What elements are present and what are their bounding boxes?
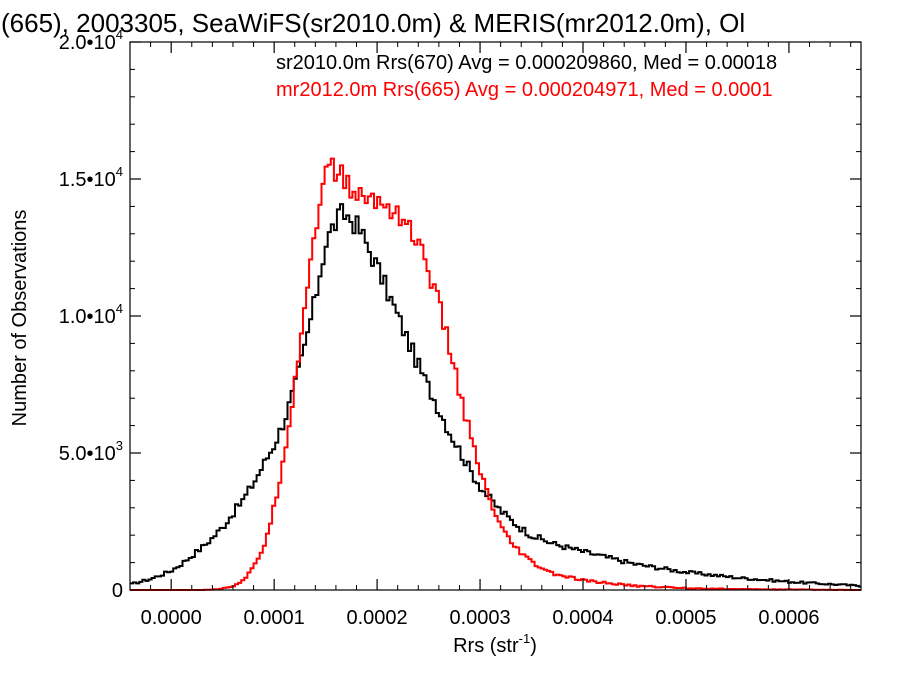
x-axis-label-close: ) — [530, 635, 537, 657]
chart-title: s(665), 2003305, SeaWiFS(sr2010.0m) & ME… — [0, 8, 745, 38]
legend-entry-mr2012: mr2012.0m Rrs(665) Avg = 0.000204971, Me… — [276, 79, 773, 101]
y-tick-label: 0 — [112, 580, 123, 602]
x-tick-label: 0.0003 — [449, 607, 510, 629]
x-tick-label: 0.0002 — [347, 607, 408, 629]
series-line-sr2010 — [130, 203, 861, 588]
x-tick-label: 0.0000 — [141, 607, 202, 629]
legend-entry-sr2010: sr2010.0m Rrs(670) Avg = 0.000209860, Me… — [276, 52, 777, 74]
y-axis-label: Number of Observations — [9, 210, 31, 427]
series-layer — [130, 157, 861, 591]
series-line-mr2012 — [130, 157, 861, 591]
x-axis-label-main: Rrs (str — [453, 635, 519, 657]
y-tick-label: 5.0•103 — [59, 438, 123, 465]
x-axis-label: Rrs (str-1) — [453, 631, 537, 657]
y-tick-label: 1.0•104 — [59, 301, 123, 328]
axes-layer: 0.0000 0.0001 0.0002 0.0003 0.0004 0.0005 0.00… — [59, 27, 862, 629]
legend: sr2010.0m Rrs(670) Avg = 0.000209860, Me… — [276, 52, 777, 101]
y-tick-label: 2.0•104 — [59, 27, 123, 54]
x-tick-label: 0.0005 — [655, 607, 716, 629]
x-tick-label: 0.0001 — [244, 607, 305, 629]
x-tick-label: 0.0004 — [552, 607, 613, 629]
y-tick-label: 1.5•104 — [59, 164, 123, 191]
x-axis-label-sup: -1 — [519, 631, 531, 646]
x-tick-label: 0.0006 — [758, 607, 819, 629]
